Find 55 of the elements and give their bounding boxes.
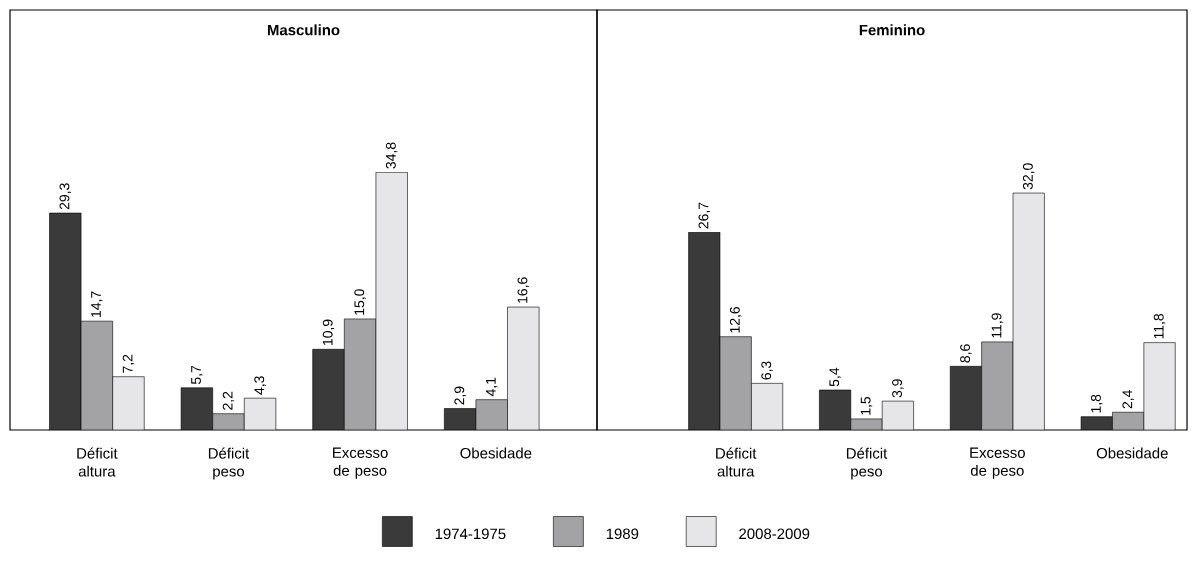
data-label: 11,9 xyxy=(991,313,1004,338)
bar xyxy=(212,413,245,430)
x-tick-label: Déficit peso xyxy=(208,447,250,480)
bar xyxy=(981,341,1014,430)
data-label: 2,2 xyxy=(222,391,235,410)
data-label: 12,6 xyxy=(729,306,742,333)
data-label: 32,0 xyxy=(1022,163,1035,190)
data-label: 26,7 xyxy=(698,202,711,229)
x-tick-label: Déficit peso xyxy=(846,447,888,480)
x-tick-label: Déficit altura xyxy=(716,447,757,477)
x-tick-label: Déficit altura xyxy=(77,447,118,477)
data-label: 8,6 xyxy=(960,344,972,363)
data-label: 11,8 xyxy=(1153,313,1166,339)
bar xyxy=(719,336,752,430)
data-label: 3,9 xyxy=(892,379,904,398)
bar xyxy=(1013,193,1045,430)
data-label: 1,8 xyxy=(1090,394,1103,413)
data-label: 5,7 xyxy=(191,365,203,385)
data-label: 16,6 xyxy=(517,277,530,303)
bar xyxy=(181,387,213,430)
bar xyxy=(81,321,113,430)
bar xyxy=(112,376,145,430)
data-label: 1,5 xyxy=(860,396,873,415)
data-label: 5,4 xyxy=(829,367,841,387)
data-label: 10,9 xyxy=(322,319,335,346)
x-tick-label: Obesidade xyxy=(460,447,532,459)
legend-label: 1989 xyxy=(606,528,639,540)
data-label: 14,7 xyxy=(91,291,103,317)
bar xyxy=(312,349,345,430)
data-label: 2,9 xyxy=(454,386,466,405)
x-tick-label: Excesso de peso xyxy=(970,447,1025,479)
bar xyxy=(475,399,508,430)
legend-label: 1974-1975 xyxy=(435,528,506,540)
x-tick-label: Obesidade xyxy=(1096,447,1168,459)
chart-title: Feminino xyxy=(859,24,925,36)
bar xyxy=(819,390,851,430)
x-tick-label: Excesso de peso xyxy=(333,447,388,479)
bar xyxy=(49,213,82,430)
data-label: 2,4 xyxy=(1122,390,1134,409)
bar xyxy=(950,366,982,430)
data-label: 15,0 xyxy=(354,289,366,315)
bar xyxy=(688,232,720,430)
bar xyxy=(344,318,376,430)
data-label: 34,8 xyxy=(385,142,398,169)
legend-label: 2008-2009 xyxy=(739,528,810,540)
data-label: 4,3 xyxy=(254,376,266,395)
bar xyxy=(507,306,540,430)
chart-title: Masculino xyxy=(267,24,340,36)
bar xyxy=(1143,342,1176,430)
data-label: 6,3 xyxy=(761,361,773,380)
data-label: 7,2 xyxy=(122,354,135,373)
bar xyxy=(751,383,783,430)
data-label: 29,3 xyxy=(59,183,72,210)
bar xyxy=(375,172,408,430)
data-label: 4,1 xyxy=(486,377,498,397)
